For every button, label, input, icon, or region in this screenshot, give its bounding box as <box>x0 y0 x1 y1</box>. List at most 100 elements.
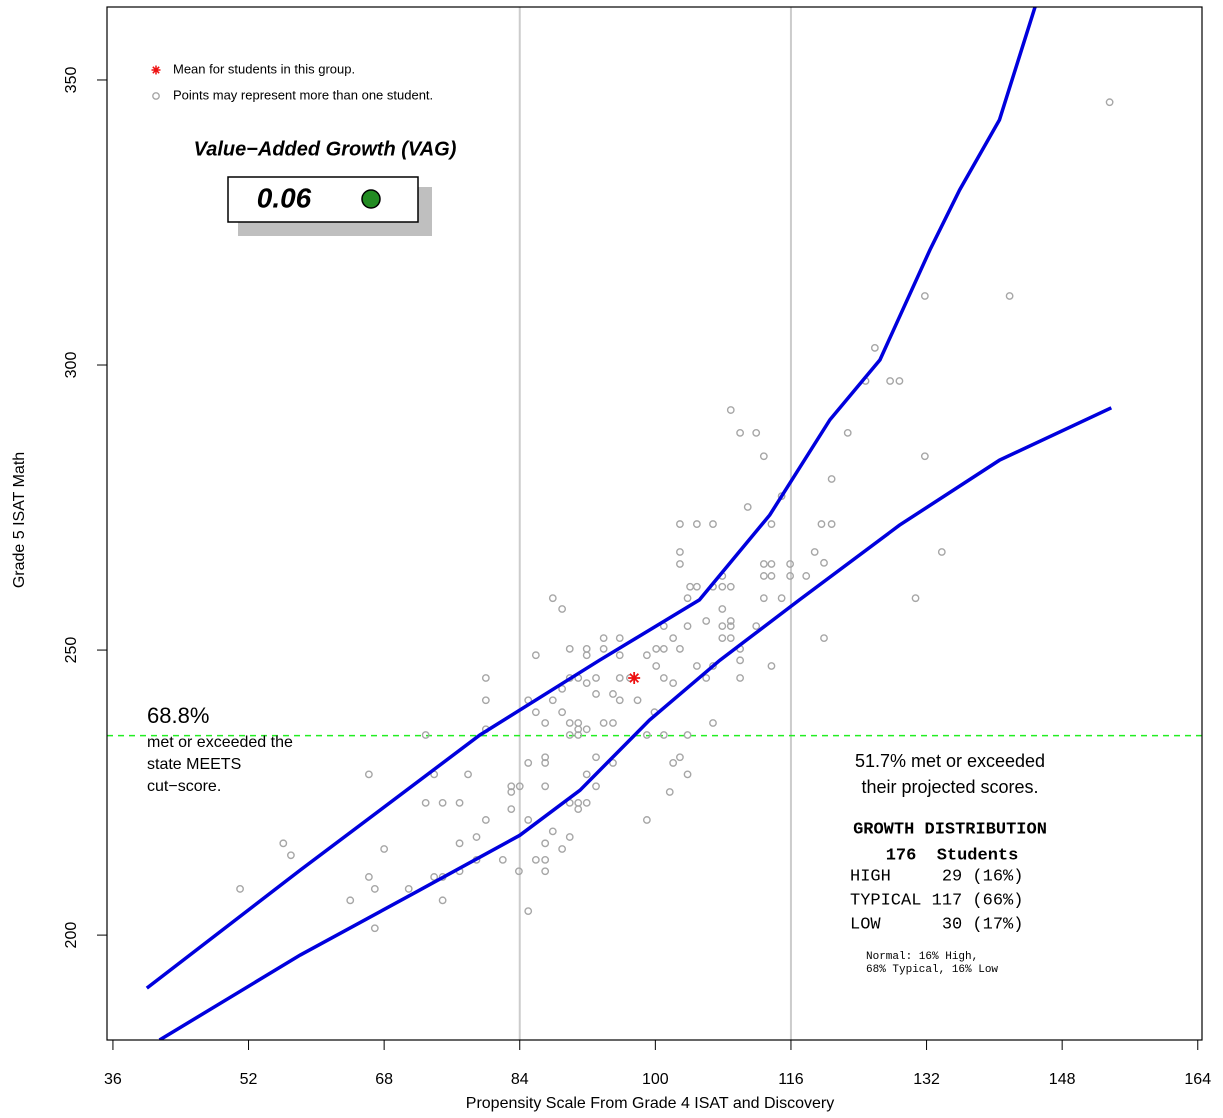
data-point <box>911 594 920 603</box>
data-point <box>709 662 717 670</box>
y-tick-label: 350 <box>63 67 80 94</box>
data-point <box>937 548 946 556</box>
vag-value: 0.06 <box>257 182 312 213</box>
data-point <box>541 719 550 727</box>
data-point <box>592 674 600 682</box>
data-point <box>531 855 540 864</box>
data-point <box>702 617 711 625</box>
data-point <box>524 816 533 824</box>
data-point <box>920 292 929 300</box>
data-point <box>472 833 481 841</box>
data-point <box>524 907 533 916</box>
data-point <box>592 782 600 791</box>
plot-frame <box>106 6 1203 1041</box>
normal-note: 68% Typical, 16% Low <box>866 964 998 976</box>
x-tick-label: 68 <box>375 1071 393 1088</box>
data-point <box>726 634 735 642</box>
projection-curve <box>158 406 1113 1040</box>
data-point <box>421 731 430 739</box>
data-point <box>599 645 608 653</box>
legend-label: Points may represent more than one stude… <box>173 87 433 102</box>
growth-title: GROWTH DISTRIBUTION <box>853 820 1047 839</box>
growth-row: HIGH 29 (16%) <box>850 867 1023 886</box>
data-point <box>1005 292 1014 300</box>
x-tick-label: 36 <box>104 1071 122 1088</box>
growth-row: TYPICAL 117 (66%) <box>850 891 1023 910</box>
data-point <box>709 520 717 528</box>
data-point <box>565 731 574 739</box>
y-tick-label: 250 <box>63 637 80 664</box>
x-tick-label: 84 <box>511 1071 529 1088</box>
data-point <box>683 731 692 739</box>
data-point <box>726 582 735 591</box>
data-point <box>541 759 550 767</box>
data-point <box>702 674 711 682</box>
data-point <box>524 759 533 767</box>
data-point <box>759 594 768 603</box>
data-point <box>438 896 447 905</box>
data-point <box>642 816 651 824</box>
x-tick-label: 100 <box>642 1071 669 1088</box>
data-point <box>895 377 904 385</box>
data-point <box>541 867 550 876</box>
data-point <box>574 719 583 727</box>
data-point <box>558 845 567 853</box>
data-point <box>1105 98 1114 107</box>
data-point <box>786 572 795 580</box>
vag-box <box>227 176 419 223</box>
data-point <box>817 520 826 528</box>
data-point <box>683 594 692 603</box>
data-point <box>380 845 389 853</box>
data-point <box>565 645 574 653</box>
data-point <box>759 452 768 461</box>
data-point <box>558 605 567 613</box>
data-point <box>364 873 373 881</box>
data-point <box>718 634 727 642</box>
data-point <box>767 662 776 670</box>
data-point <box>599 719 608 727</box>
data-point <box>541 782 550 791</box>
vag-indicator <box>361 189 381 209</box>
data-point <box>718 582 727 591</box>
data-point <box>370 885 379 893</box>
data-point <box>767 560 776 568</box>
meets-text: met or exceeded the <box>147 734 293 751</box>
y-tick-label: 300 <box>63 352 80 379</box>
data-point <box>743 503 752 511</box>
data-point <box>565 719 574 727</box>
data-point <box>676 560 684 568</box>
data-point <box>820 558 828 567</box>
data-point <box>582 645 591 653</box>
data-point <box>777 594 786 603</box>
x-tick-label: 116 <box>778 1071 804 1088</box>
x-tick-label: 164 <box>1184 1071 1211 1088</box>
data-point <box>236 885 244 893</box>
legend-circle <box>152 92 160 100</box>
data-point <box>541 855 550 864</box>
data-point <box>609 719 617 727</box>
data-point <box>615 634 624 642</box>
data-point <box>827 520 836 528</box>
data-point <box>548 696 557 705</box>
data-point <box>346 896 355 905</box>
data-point <box>364 770 373 779</box>
data-point <box>652 662 661 670</box>
data-point <box>531 651 540 660</box>
data-point <box>759 560 768 568</box>
data-point <box>718 605 727 613</box>
data-point <box>609 690 617 698</box>
x-tick-label: 52 <box>240 1071 258 1088</box>
x-tick-label: 132 <box>913 1071 940 1088</box>
normal-note: Normal: 16% High, <box>866 951 978 963</box>
data-point <box>541 839 550 848</box>
legend-label: Mean for students in this group. <box>173 61 355 76</box>
data-point <box>920 452 929 461</box>
data-point <box>370 924 379 933</box>
data-point <box>642 651 651 660</box>
data-point <box>507 805 516 814</box>
data-point <box>802 572 811 580</box>
data-point <box>870 344 879 352</box>
data-point <box>498 855 507 864</box>
data-point <box>531 708 540 717</box>
